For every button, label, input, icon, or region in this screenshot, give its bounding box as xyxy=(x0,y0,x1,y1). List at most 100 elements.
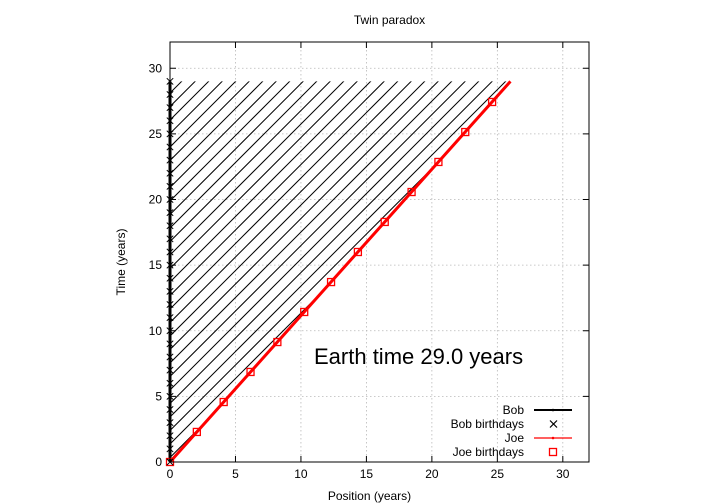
hatch-line xyxy=(290,81,511,462)
hatch-line xyxy=(170,81,511,462)
hatch-region xyxy=(0,71,720,472)
axis-ticks: 0 5 10 15 20 25 30 0 5 10 15 20 25 30 xyxy=(149,42,589,481)
joe-birthday-marker xyxy=(380,217,389,227)
hatch-line xyxy=(0,71,165,472)
hatch-line xyxy=(195,81,511,462)
hatch-line xyxy=(170,81,449,462)
hatch-line xyxy=(170,81,381,462)
hatch-line xyxy=(371,81,511,462)
joe-birthday-marker xyxy=(461,127,470,137)
x-tick-label: 5 xyxy=(232,467,239,481)
hatch-line xyxy=(438,81,511,462)
hatch-line xyxy=(170,81,192,462)
joe-birthday-marker xyxy=(300,307,309,317)
y-tick-label: 15 xyxy=(149,258,163,272)
joe-birthday-marker xyxy=(326,277,336,287)
hatch-line xyxy=(170,81,503,462)
hatch-line xyxy=(170,81,368,462)
hatch-line xyxy=(411,81,511,462)
hatch-line xyxy=(506,81,511,462)
hatch-line xyxy=(574,71,720,472)
hatch-line xyxy=(330,81,511,462)
hatch-line xyxy=(0,71,124,472)
legend-label: Joe xyxy=(505,431,525,445)
hatch-line xyxy=(170,81,246,462)
series-layer xyxy=(165,77,512,467)
hatch-line xyxy=(170,81,314,462)
joe-birthday-marker xyxy=(487,97,497,107)
hatch-line xyxy=(170,81,206,462)
hatch-line xyxy=(170,81,287,462)
hatch-line xyxy=(170,81,327,462)
x-tick-label: 25 xyxy=(491,467,505,481)
x-tick-label: 20 xyxy=(425,467,439,481)
joe-birthday-marker xyxy=(434,157,443,167)
hatch-line xyxy=(588,71,720,472)
grid xyxy=(170,42,589,462)
y-tick-label: 10 xyxy=(149,324,163,338)
legend-swatch-dot xyxy=(551,436,555,440)
hatch-line xyxy=(357,81,511,462)
y-tick-label: 25 xyxy=(149,127,163,141)
joe-birthday-marker xyxy=(246,367,255,377)
x-tick-label: 0 xyxy=(167,467,174,481)
hatch-line xyxy=(170,81,422,462)
x-tick-label: 15 xyxy=(360,467,374,481)
hatch-line xyxy=(236,81,511,462)
legend-label: Joe birthdays xyxy=(453,445,524,459)
hatch-line xyxy=(425,81,511,462)
hatch-line xyxy=(170,81,511,462)
legend-label: Bob birthdays xyxy=(451,417,524,431)
hatch-line xyxy=(0,71,111,472)
y-tick-label: 5 xyxy=(155,389,162,403)
hatch-line xyxy=(170,81,341,462)
hatch-line xyxy=(276,81,511,462)
hatch-line xyxy=(170,81,260,462)
legend-swatch-x xyxy=(549,420,558,428)
y-tick-label: 0 xyxy=(155,455,162,469)
legend-label: Bob xyxy=(503,403,525,417)
x-tick-label: 30 xyxy=(556,467,570,481)
hatch-line xyxy=(534,71,720,472)
hatch-line xyxy=(547,71,720,472)
hatch-line xyxy=(492,81,511,462)
hatch-line xyxy=(170,81,354,462)
hatch-line xyxy=(170,81,476,462)
hatch-line xyxy=(628,71,720,472)
hatch-line xyxy=(561,71,720,472)
hatch-line xyxy=(398,81,511,462)
hatch-line xyxy=(170,81,395,462)
hatch-line xyxy=(170,81,435,462)
joe-birthday-marker xyxy=(273,337,282,347)
hatch-line xyxy=(170,81,489,462)
hatch-line xyxy=(170,81,408,462)
hatch-line xyxy=(0,71,151,472)
hatch-line xyxy=(384,81,511,462)
x-axis-title: Position (years) xyxy=(328,489,411,503)
joe-birthday-marker xyxy=(219,397,228,407)
hatch-line xyxy=(170,81,462,462)
annotation-earth-time: Earth time 29.0 years xyxy=(314,344,523,369)
hatch-line xyxy=(170,81,300,462)
x-tick-label: 10 xyxy=(294,467,308,481)
chart-title: Twin paradox xyxy=(354,13,425,27)
plot-frame xyxy=(169,41,590,463)
joe-birthday-marker xyxy=(192,427,201,437)
y-tick-label: 20 xyxy=(149,193,163,207)
hatch-line xyxy=(209,81,511,462)
hatch-line xyxy=(170,81,273,462)
y-tick-label: 30 xyxy=(149,61,163,75)
hatch-line xyxy=(452,81,511,462)
hatch-line xyxy=(615,71,720,472)
legend-swatch-square xyxy=(548,447,558,457)
hatch-line xyxy=(520,71,720,472)
legend-swatch-dot xyxy=(551,408,555,412)
hatch-line xyxy=(601,71,720,472)
joe-birthday-marker xyxy=(407,187,416,197)
joe-birthday-marker xyxy=(353,247,363,257)
hatch-line xyxy=(222,81,511,462)
hatch-line xyxy=(249,81,511,462)
hatch-lines xyxy=(0,71,720,472)
